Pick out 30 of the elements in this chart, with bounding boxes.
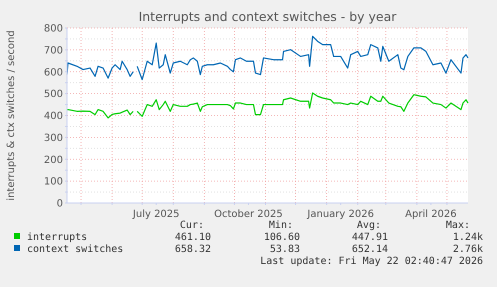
x-tick-label: January 2026 xyxy=(306,209,374,220)
y-tick-label: 400 xyxy=(44,111,63,122)
legend-label: context switches xyxy=(27,244,124,255)
text: 53.83 xyxy=(270,244,300,255)
text: 106.60 xyxy=(264,232,300,243)
text: 447.91 xyxy=(352,232,388,243)
y-tick-label: 600 xyxy=(44,67,63,78)
y-axis-title: interrupts & ctx switches / second xyxy=(6,30,17,201)
x-tick-label: April 2026 xyxy=(405,209,457,220)
text: 2.76k xyxy=(452,244,483,255)
y-tick-label: 700 xyxy=(44,45,63,56)
y-tick-label: 0 xyxy=(56,198,63,210)
y-tick-label: 800 xyxy=(44,24,63,34)
text: Avg: xyxy=(356,220,381,231)
y-tick-label: 200 xyxy=(44,154,63,166)
x-tick-label: July 2025 xyxy=(132,209,180,220)
legend-label: interrupts xyxy=(27,232,88,243)
text: Cur: xyxy=(180,220,204,231)
y-tick-label: 100 xyxy=(44,176,63,188)
text: 461.10 xyxy=(174,232,211,243)
text: 1.24k xyxy=(452,232,483,243)
text: 652.14 xyxy=(352,244,388,255)
x-tick-label: October 2025 xyxy=(214,209,283,220)
text: Min: xyxy=(268,220,293,231)
y-tick-label: 300 xyxy=(44,132,63,144)
text: Last update: Fri May 22 02:40:47 2026 xyxy=(260,256,483,267)
text: Max: xyxy=(446,220,470,231)
y-tick-label: 500 xyxy=(44,89,63,100)
chart-title: Interrupts and context switches - by year xyxy=(138,9,398,24)
text: 658.32 xyxy=(174,244,211,255)
